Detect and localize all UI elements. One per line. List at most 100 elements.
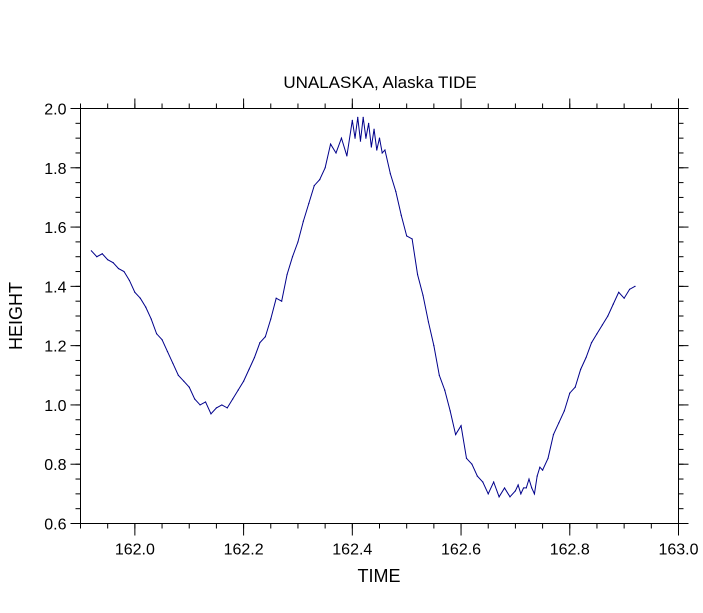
tide-data-point (117, 267, 120, 270)
tide-data-point (378, 137, 381, 139)
tide-data-point (319, 179, 321, 181)
tide-data-point (449, 410, 451, 412)
tide-data-point (531, 487, 533, 489)
tide-data-point (346, 155, 348, 157)
tide-data-point (96, 256, 98, 258)
tide-data-point (128, 279, 131, 282)
tide-data-point (183, 380, 185, 382)
y-tick-label: 0.6 (44, 517, 66, 534)
tide-data-point (204, 401, 207, 403)
tide-data-point (351, 119, 353, 121)
tide-data-point (308, 202, 310, 204)
tide-data-point (172, 362, 174, 365)
tide-data-point (373, 128, 375, 130)
tide-data-point (552, 433, 555, 436)
tide-series-line (91, 117, 636, 498)
tide-data-point (340, 137, 343, 139)
tide-data-point (503, 487, 506, 489)
tide-data-point (354, 137, 356, 139)
tide-data-point (237, 389, 239, 391)
tide-data-point (302, 220, 304, 222)
tide-data-point (188, 386, 190, 388)
tide-data-point (357, 116, 359, 118)
tide-data-point (389, 173, 391, 175)
tide-data-point (533, 493, 536, 495)
y-axis-tick-labels: 0.6 0.8 1.0 1.2 1.4 1.6 1.8 2.0 (44, 102, 66, 534)
y-tick-label: 2.0 (44, 102, 66, 119)
tide-data-point (520, 493, 522, 495)
x-axis-tick-labels: 162.0 162.2 162.4 162.6 162.8 163.0 (115, 542, 699, 559)
plot-frame (80, 108, 679, 524)
tide-data-point (406, 235, 408, 237)
x-tick-label: 162.4 (332, 542, 372, 559)
tide-data-point (232, 398, 234, 400)
x-tick-label: 162.6 (441, 542, 481, 559)
tide-data-point (313, 184, 315, 187)
tide-data-point (253, 356, 256, 359)
tide-data-point (536, 475, 538, 477)
x-tick-label: 163.0 (658, 542, 698, 559)
tide-data-point (335, 152, 337, 154)
tide-data-point (365, 137, 367, 139)
tide-data-point (471, 463, 473, 465)
tide-data-point (123, 270, 125, 273)
tide-data-point (422, 294, 424, 296)
y-tick-label: 1.4 (44, 279, 66, 296)
tide-data-point (493, 481, 495, 483)
tide-data-point (427, 321, 430, 323)
tide-data-point (264, 336, 266, 338)
tide-data-point (465, 457, 468, 459)
tide-data-point (539, 466, 541, 468)
tide-data-point (210, 413, 212, 415)
tide-data-point (634, 285, 636, 287)
tide-data-point (242, 380, 245, 382)
y-axis-ticks (70, 108, 689, 524)
tide-data-point (221, 404, 223, 406)
tide-data-point (517, 484, 519, 486)
tide-data-point (275, 297, 277, 299)
y-tick-label: 1.8 (44, 161, 66, 178)
tide-data-point (580, 368, 582, 370)
tide-data-point (112, 262, 114, 264)
tide-data-point (281, 300, 283, 302)
tide-data-point (416, 273, 419, 276)
tide-data-point (177, 374, 179, 376)
tide-data-point (400, 214, 402, 216)
tide-data-point (601, 324, 603, 326)
tide-data-point (628, 288, 631, 290)
tide-data-point (585, 356, 587, 359)
series-layer (90, 116, 636, 498)
tide-data-point (161, 339, 163, 341)
tide-data-point (525, 487, 527, 489)
tide-data-point (107, 259, 109, 261)
tide-data-point (286, 273, 288, 276)
x-tick-label: 162.8 (550, 542, 590, 559)
tide-data-point (487, 493, 489, 495)
x-tick-label: 162.0 (115, 542, 155, 559)
tide-data-point (455, 433, 457, 436)
tide-data-point (612, 303, 614, 305)
tide-data-point (476, 475, 478, 477)
tide-data-point (270, 318, 272, 320)
tide-data-point (381, 152, 383, 154)
tide-data-point (297, 241, 299, 243)
y-tick-label: 0.8 (44, 457, 66, 474)
tide-data-point (607, 315, 609, 317)
tide-data-point (248, 368, 250, 370)
tide-data-point (623, 297, 625, 299)
tide-data-point (411, 238, 413, 240)
y-tick-label: 1.6 (44, 220, 66, 237)
tide-data-point (199, 404, 201, 406)
tide-data-point (259, 342, 261, 344)
tide-data-point (194, 398, 196, 400)
tide-data-point (156, 333, 158, 335)
tide-data-point (139, 297, 141, 299)
tide-data-point (145, 306, 147, 308)
tide-data-point (166, 350, 169, 353)
tide-data-point (590, 342, 593, 344)
x-axis-label: TIME (358, 566, 401, 586)
tide-data-point (324, 167, 326, 169)
tide-data-point (359, 140, 362, 142)
tide-data-point (482, 481, 484, 483)
tide-data-point (618, 291, 620, 293)
